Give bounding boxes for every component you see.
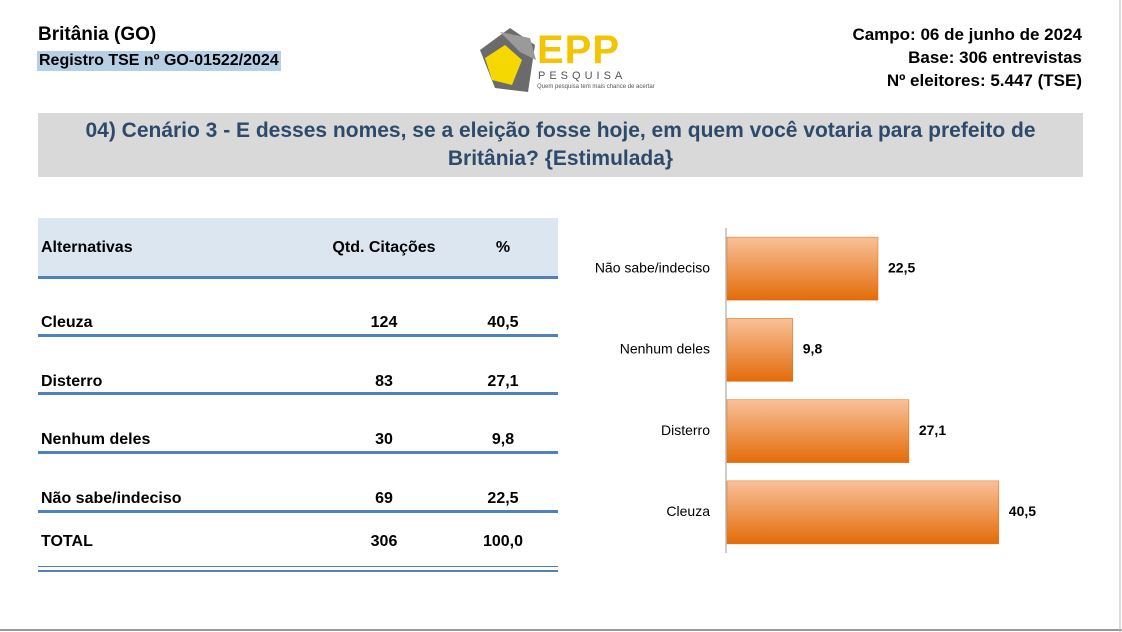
table-cell: 9,8 xyxy=(491,431,515,448)
table-cell: Cleuza xyxy=(41,314,93,331)
table-cell: 83 xyxy=(375,373,393,390)
table-total: TOTAL xyxy=(41,533,93,550)
table-header: Qtd. Citações xyxy=(332,239,436,256)
table-header: % xyxy=(495,239,511,256)
field-date: Campo: 06 de junho de 2024 xyxy=(852,25,1082,44)
y-tick-label: Disterro xyxy=(661,422,710,438)
table-cell: Nenhum deles xyxy=(41,431,151,448)
row-line xyxy=(38,510,558,513)
logo-sub: PESQUISA xyxy=(538,70,627,82)
registry: Registro TSE nº GO-01522/2024 xyxy=(37,51,281,71)
voters: Nº eleitores: 5.447 (TSE) xyxy=(886,71,1082,90)
logo-tagline: Quem pesquisa tem mais chance de acertar xyxy=(537,84,655,90)
table-header-bg xyxy=(38,218,558,277)
table-header: Alternativas xyxy=(41,239,133,256)
bar xyxy=(726,399,910,463)
city: Britânia (GO) xyxy=(38,24,157,45)
table-total: 100,0 xyxy=(482,533,524,550)
row-line xyxy=(38,566,558,567)
table-cell: 30 xyxy=(375,431,393,448)
logo-icon xyxy=(480,28,536,92)
bar xyxy=(726,480,1000,545)
table-cell: Não sabe/indeciso xyxy=(41,490,182,507)
table-total: 306 xyxy=(370,533,398,550)
y-tick-label: Não sabe/indeciso xyxy=(595,259,710,275)
y-tick-label: Cleuza xyxy=(666,503,710,519)
table-cell: 40,5 xyxy=(487,314,519,331)
data-label: 22,5 xyxy=(888,259,915,275)
base: Base: 306 entrevistas xyxy=(908,48,1082,67)
row-line xyxy=(38,392,558,395)
bar xyxy=(726,236,879,301)
row-line xyxy=(38,451,558,454)
bar xyxy=(726,318,794,382)
row-line xyxy=(38,276,558,279)
question: 04) Cenário 3 - E desses nomes, se a ele… xyxy=(38,113,1083,177)
table-cell: 69 xyxy=(375,490,393,507)
logo-name: EPP xyxy=(537,28,621,72)
data-label: 9,8 xyxy=(803,341,823,357)
row-line xyxy=(38,570,558,572)
table-cell: 22,5 xyxy=(487,490,519,507)
table-cell: Disterro xyxy=(41,373,103,390)
row-line xyxy=(38,334,558,337)
data-label: 27,1 xyxy=(919,422,946,438)
y-tick-label: Nenhum deles xyxy=(620,341,710,357)
data-label: 40,5 xyxy=(1009,503,1036,519)
table-cell: 27,1 xyxy=(487,373,519,390)
table-cell: 124 xyxy=(370,314,398,331)
